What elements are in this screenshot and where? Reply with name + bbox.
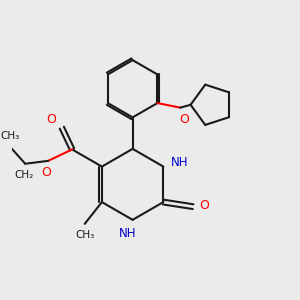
Text: O: O [41,166,51,179]
Text: O: O [200,199,209,212]
Text: CH₂: CH₂ [14,170,34,180]
Text: NH: NH [119,227,137,240]
Text: O: O [179,112,189,126]
Text: CH₃: CH₃ [75,230,94,240]
Text: CH₃: CH₃ [0,131,20,141]
Text: NH: NH [171,155,188,169]
Text: O: O [46,113,56,126]
